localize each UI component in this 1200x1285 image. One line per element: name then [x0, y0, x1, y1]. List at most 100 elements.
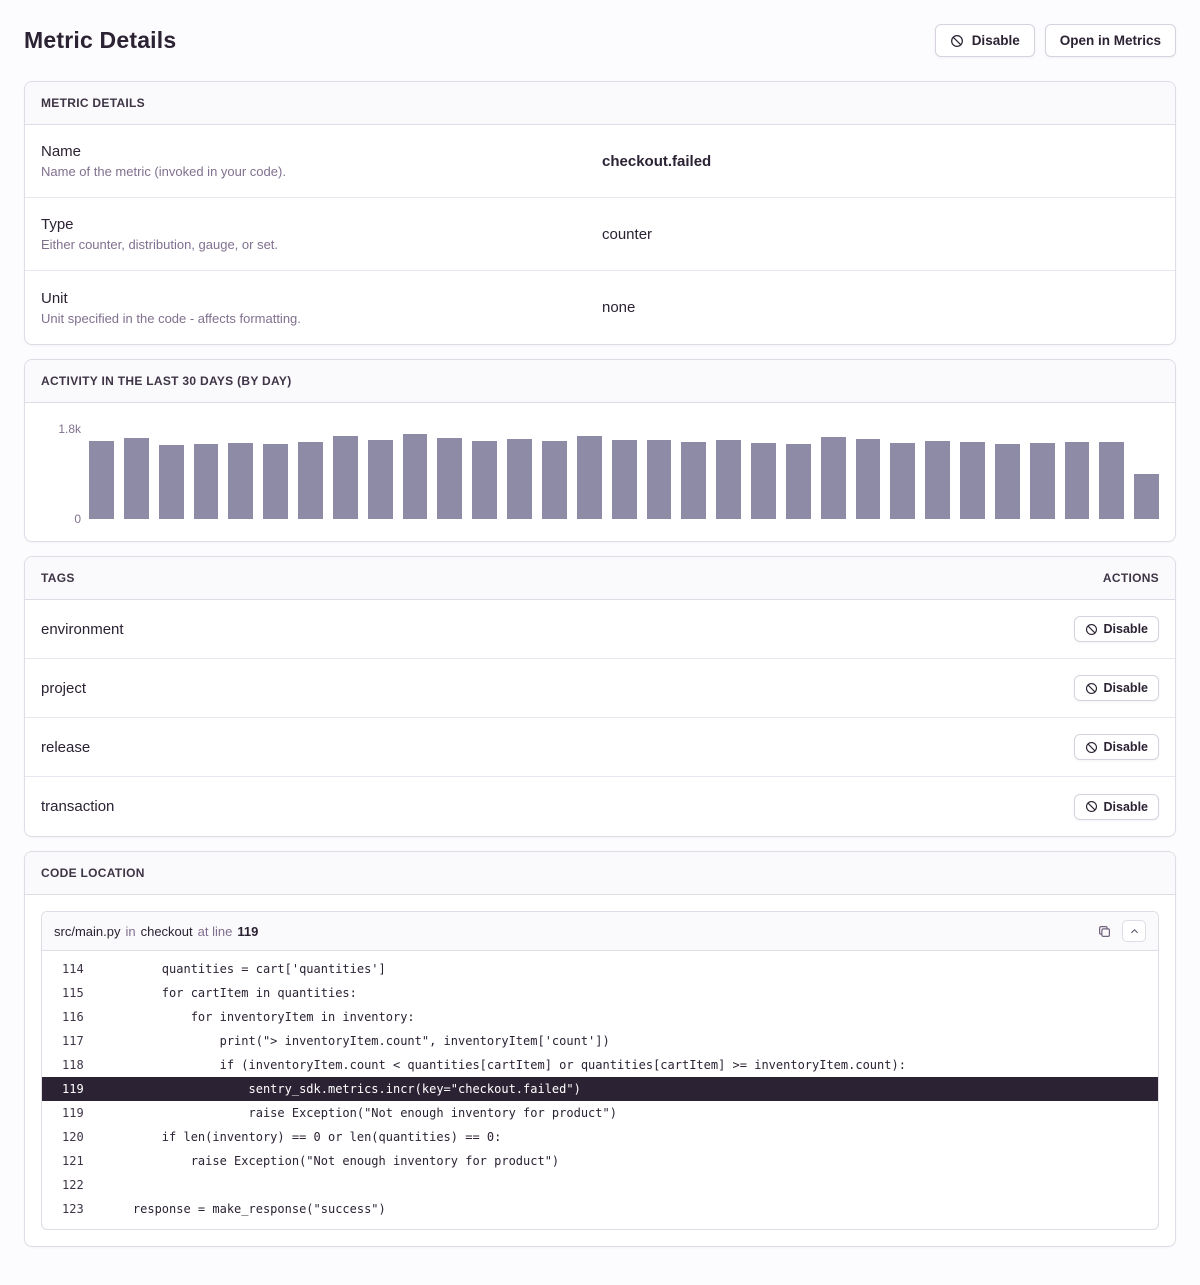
- detail-description: Unit specified in the code - affects for…: [41, 310, 301, 326]
- detail-label: Unit: [41, 289, 68, 307]
- chart-bar: [1029, 442, 1055, 519]
- code-line: 121 raise Exception("Not enough inventor…: [42, 1149, 1158, 1173]
- chart-bar: [1134, 474, 1160, 519]
- chart-bar: [298, 441, 323, 519]
- detail-label: Name: [41, 143, 82, 160]
- chart-bar: [193, 444, 219, 519]
- tag-disable-button[interactable]: Disable: [1073, 675, 1159, 701]
- disable-button[interactable]: Disable: [934, 24, 1035, 57]
- copy-button[interactable]: [1095, 922, 1114, 941]
- tag-rows: environment Disable project Disable rele…: [25, 600, 1175, 836]
- chart-bar: [263, 443, 289, 519]
- chart-bar: [228, 443, 254, 519]
- line-number: 114: [62, 962, 84, 976]
- tag-row-transaction: transaction Disable: [25, 777, 1175, 836]
- chart-bar: [855, 438, 881, 519]
- chart-bar: [472, 441, 498, 519]
- chart-bar: [332, 436, 358, 519]
- chart-bar: [716, 439, 742, 519]
- code-text: response = make_response("success"): [104, 1202, 386, 1216]
- tag-row-environment: environment Disable: [25, 600, 1175, 659]
- disable-button-label: Disable: [971, 33, 1020, 48]
- tag-disable-label: Disable: [1103, 681, 1148, 695]
- page-title: Metric Details: [24, 27, 177, 53]
- chart-bar: [681, 442, 707, 519]
- code-line: 115 for cartItem in quantities:: [42, 981, 1158, 1005]
- code-line: 114 quantities = cart['quantities']: [42, 957, 1158, 981]
- chart-bar: [1064, 442, 1090, 519]
- line-number: 123: [62, 1202, 84, 1216]
- line-number: 121: [62, 1154, 84, 1168]
- tag-name: project: [41, 679, 87, 697]
- code-at-line-word: at line: [197, 923, 233, 939]
- y-axis-max-label: 1.8k: [58, 422, 81, 436]
- chart-bar: [123, 438, 149, 519]
- tag-disable-button[interactable]: Disable: [1073, 793, 1159, 820]
- code-text: raise Exception("Not enough inventory fo…: [104, 1154, 560, 1168]
- metric-details-panel-header: METRIC DETAILS: [25, 82, 1175, 125]
- code-line-number: 119: [237, 923, 259, 939]
- code-frame-header: src/main.py in checkout at line 119: [42, 912, 1158, 951]
- code-text: sentry_sdk.metrics.incr(key="checkout.fa…: [104, 1082, 581, 1096]
- ban-icon: [1085, 741, 1097, 753]
- open-in-metrics-button[interactable]: Open in Metrics: [1044, 24, 1176, 57]
- detail-value: counter: [602, 225, 653, 243]
- header-actions: Disable Open in Metrics: [934, 24, 1176, 57]
- code-text: print("> inventoryItem.count", inventory…: [104, 1034, 610, 1048]
- line-number: 120: [62, 1130, 84, 1144]
- chart-bar: [925, 441, 951, 519]
- code-file-path: src/main.py: [54, 923, 121, 939]
- chart-bar: [541, 440, 567, 519]
- code-text: for cartItem in quantities:: [104, 986, 357, 1000]
- code-line: 118 if (inventoryItem.count < quantities…: [42, 1053, 1158, 1077]
- tags-panel-header: TAGS ACTIONS: [25, 557, 1175, 600]
- chart-bar: [402, 434, 428, 519]
- line-number: 115: [62, 986, 84, 1000]
- actions-header-label: ACTIONS: [1102, 571, 1159, 585]
- code-line: 119 raise Exception("Not enough inventor…: [42, 1101, 1158, 1125]
- detail-description: Either counter, distribution, gauge, or …: [41, 237, 279, 252]
- code-in-word: in: [125, 923, 136, 939]
- code-function-name: checkout: [140, 923, 193, 939]
- code-lines: 114 quantities = cart['quantities'] 115 f…: [42, 951, 1158, 1229]
- line-number: 119: [62, 1106, 84, 1120]
- tag-row-project: project Disable: [25, 659, 1175, 718]
- chart-bar: [890, 443, 916, 519]
- detail-row-left: Unit Unit specified in the code - affects…: [41, 290, 600, 326]
- detail-description: Name of the metric (invoked in your code…: [41, 164, 286, 179]
- code-line: 120 if len(inventory) == 0 or len(quanti…: [42, 1125, 1158, 1149]
- chart-bar: [89, 441, 114, 519]
- ban-icon: [1085, 682, 1097, 694]
- code-line: 122: [42, 1173, 1158, 1197]
- code-line-highlighted: 119 sentry_sdk.metrics.incr(key="checkou…: [42, 1077, 1158, 1101]
- chart-bar: [1099, 441, 1125, 519]
- detail-value: none: [602, 299, 636, 316]
- chart-bar: [437, 437, 463, 519]
- chevron-up-icon: [1130, 928, 1138, 933]
- collapse-button[interactable]: [1122, 920, 1146, 942]
- activity-panel: ACTIVITY IN THE LAST 30 DAYS (BY DAY) 1.…: [24, 359, 1176, 542]
- tags-panel: TAGS ACTIONS environment Disable project…: [24, 556, 1176, 837]
- detail-value: checkout.failed: [602, 152, 712, 170]
- code-body: src/main.py in checkout at line 119: [25, 895, 1175, 1246]
- tag-disable-button[interactable]: Disable: [1073, 734, 1159, 760]
- detail-row-left: Type Either counter, distribution, gauge,…: [41, 216, 600, 252]
- chart-bar: [646, 440, 672, 519]
- tag-disable-button[interactable]: Disable: [1073, 616, 1159, 642]
- line-number: 118: [62, 1058, 84, 1072]
- chart-bar: [158, 445, 184, 519]
- chart-bar: [785, 444, 811, 519]
- tag-disable-label: Disable: [1103, 622, 1148, 636]
- line-number: 116: [62, 1010, 84, 1024]
- code-text: for inventoryItem in inventory:: [104, 1010, 415, 1024]
- code-frame-tools: [1095, 920, 1146, 942]
- code-location-panel-header: CODE LOCATION: [25, 852, 1175, 895]
- code-text: if len(inventory) == 0 or len(quantities…: [104, 1130, 502, 1144]
- metric-details-rows: Name Name of the metric (invoked in your …: [25, 125, 1175, 344]
- chart-bar: [507, 439, 532, 519]
- code-line: 117 print("> inventoryItem.count", inven…: [42, 1029, 1158, 1053]
- code-text: if (inventoryItem.count < quantities[car…: [104, 1058, 906, 1072]
- chart-bar: [820, 436, 846, 519]
- activity-panel-header: ACTIVITY IN THE LAST 30 DAYS (BY DAY): [25, 360, 1175, 403]
- chart-bars: [89, 429, 1160, 519]
